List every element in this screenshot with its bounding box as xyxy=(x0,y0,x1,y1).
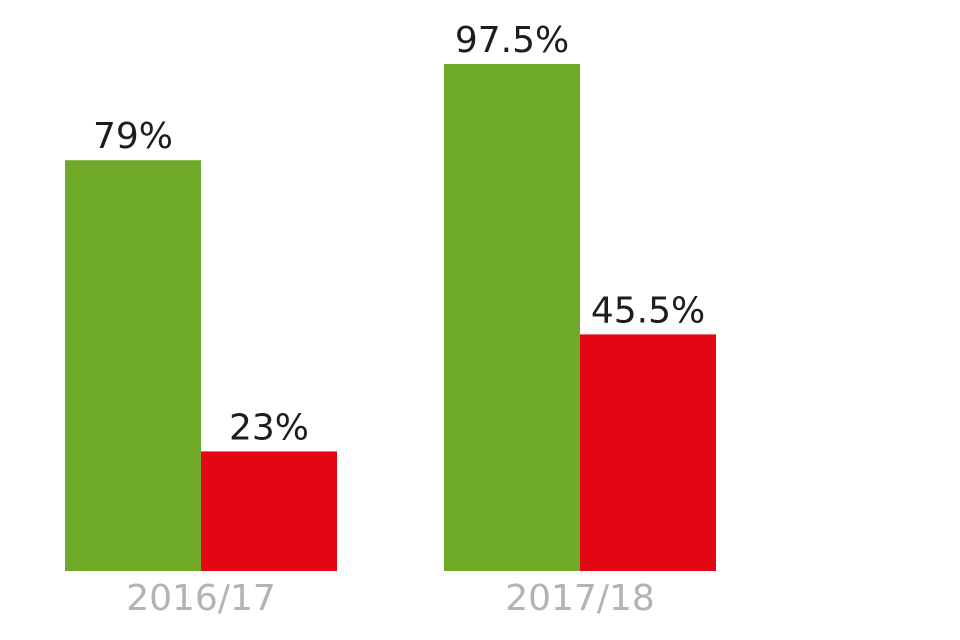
category-labels-group: 2016/17 2017/18 xyxy=(126,578,655,619)
data-label-2016-17-series-2: 23% xyxy=(229,407,309,448)
value-labels-group: 79% 23% 97.5% 45.5% xyxy=(93,20,705,448)
category-label-2017-18: 2017/18 xyxy=(505,578,655,619)
bar-2016-17-series-1 xyxy=(65,160,201,571)
bar-2017-18-series-1 xyxy=(444,64,580,571)
bar-2017-18-series-2 xyxy=(580,334,716,571)
category-label-2016-17: 2016/17 xyxy=(126,578,276,619)
data-label-2017-18-series-2: 45.5% xyxy=(591,290,705,331)
bar-2016-17-series-2 xyxy=(201,451,337,571)
data-label-2017-18-series-1: 97.5% xyxy=(455,20,569,61)
bars-group xyxy=(65,64,716,571)
data-label-2016-17-series-1: 79% xyxy=(93,116,173,157)
